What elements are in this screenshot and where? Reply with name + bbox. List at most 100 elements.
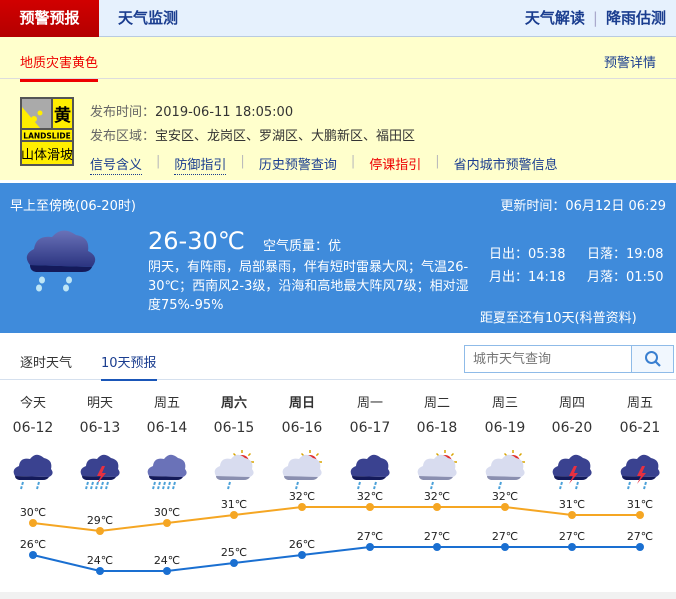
link-class-suspension[interactable]: 停课指引 — [369, 158, 422, 173]
svg-text:山体滑坡: 山体滑坡 — [21, 148, 73, 163]
low-temp-label: 27℃ — [492, 530, 518, 543]
temp-range: 26-30℃ — [148, 227, 245, 255]
issue-time: 发布时间：2019-06-11 18:05:00 — [90, 105, 294, 120]
rain-icon — [340, 450, 400, 494]
forecast-day: 周五 06-21 — [610, 392, 670, 494]
high-temp-point — [163, 519, 171, 527]
low-temp-label: 27℃ — [424, 530, 450, 543]
tab-geo-hazard-yellow[interactable]: 地质灾害黄色 — [20, 52, 99, 82]
link-defense-guide[interactable]: 防御指引 — [174, 154, 227, 175]
forecast-day: 周日 06-16 — [272, 392, 332, 494]
date: 06-19 — [484, 420, 526, 436]
forecast-day: 周一 06-17 — [340, 392, 400, 494]
high-temp-label: 32℃ — [357, 490, 383, 503]
link-rain-estimate[interactable]: 降雨估测 — [605, 9, 666, 27]
low-temp-label: 24℃ — [154, 554, 180, 567]
divider: | — [156, 154, 161, 169]
forecast-day: 周六 06-15 — [204, 392, 264, 494]
low-temp-label: 24℃ — [87, 554, 113, 567]
thunder-rain-icon — [610, 450, 670, 494]
day-name: 周一 — [356, 396, 383, 411]
link-history-query[interactable]: 历史预警查询 — [258, 158, 337, 173]
high-temp-point — [568, 511, 576, 519]
date: 06-12 — [12, 420, 54, 436]
sun-cloud-shower-icon — [407, 450, 467, 494]
forecast-day: 周五 06-14 — [137, 392, 197, 494]
day-name: 周四 — [558, 396, 585, 411]
day-name: 今天 — [19, 396, 46, 411]
tab-10day[interactable]: 10天预报 — [101, 352, 157, 381]
high-temp-label: 30℃ — [20, 506, 46, 519]
footer-bar — [0, 592, 676, 599]
high-temp-label: 29℃ — [87, 514, 113, 527]
divider — [0, 78, 676, 79]
link-province-warnings[interactable]: 省内城市预警信息 — [453, 158, 558, 173]
forecast-day: 周三 06-19 — [475, 392, 535, 494]
date: 06-20 — [551, 420, 593, 436]
sun-cloud-shower-icon — [475, 450, 535, 494]
sunset: 日落：19:08 — [587, 247, 664, 262]
tab-weather-monitor[interactable]: 天气监测 — [118, 9, 179, 27]
low-temp-point — [29, 551, 37, 559]
thunder-heavy-rain-icon — [70, 450, 130, 494]
day-name: 周日 — [288, 396, 315, 411]
date: 06-21 — [619, 420, 661, 436]
high-temp-point — [501, 503, 509, 511]
high-temp-point — [433, 503, 441, 511]
heavy-rain-icon — [137, 450, 197, 494]
today-weather-panel: 早上至傍晚(06-20时) 更新时间：06月12日 06:29 26-30℃ 空… — [0, 183, 676, 333]
summer-solstice-link[interactable]: 距夏至还有10天(科普资料) — [480, 311, 637, 326]
low-temp-line — [32, 546, 640, 572]
high-temp-point — [29, 519, 37, 527]
cloud-rain-icon — [26, 230, 96, 292]
high-temp-label: 31℃ — [627, 498, 653, 511]
day-name: 周二 — [423, 396, 450, 411]
day-name: 周六 — [220, 396, 247, 411]
weather-description: 阴天，有阵雨，局部暴雨，伴有短时雷暴大风；气温26-30℃；西南风2-3级，沿海… — [148, 260, 469, 313]
low-temp-label: 27℃ — [357, 530, 383, 543]
low-temp-point — [501, 543, 509, 551]
forecast-day: 周四 06-20 — [542, 392, 602, 494]
tab-hourly[interactable]: 逐时天气 — [20, 356, 73, 371]
warning-detail-link[interactable]: 预警详情 — [603, 56, 656, 71]
day-name: 周五 — [626, 396, 653, 411]
nav-right: 天气解读 | 降雨估测 — [525, 0, 666, 37]
low-temp-point — [568, 543, 576, 551]
low-temp-point — [636, 543, 644, 551]
rain-icon — [3, 450, 63, 494]
date: 06-14 — [146, 420, 188, 436]
svg-text:LANDSLIDE: LANDSLIDE — [23, 132, 70, 141]
link-signal-meaning[interactable]: 信号含义 — [90, 154, 143, 175]
low-temp-point — [96, 567, 104, 575]
moonrise: 月出：14:18 — [489, 270, 566, 285]
city-search — [464, 345, 674, 373]
day-name: 周三 — [491, 396, 518, 411]
date: 06-18 — [416, 420, 458, 436]
low-temp-point — [163, 567, 171, 575]
high-temp-point — [298, 503, 306, 511]
divider: | — [350, 154, 356, 169]
high-temp-point — [230, 511, 238, 519]
low-temp-point — [366, 543, 374, 551]
low-temp-label: 26℃ — [289, 538, 315, 551]
divider: | — [240, 154, 245, 169]
tab-warning-forecast[interactable]: 预警预报 — [0, 0, 99, 37]
forecast-tabs — [0, 333, 676, 380]
divider: | — [435, 154, 440, 169]
low-temp-label: 26℃ — [20, 538, 46, 551]
search-button[interactable] — [631, 346, 673, 372]
high-temp-label: 31℃ — [221, 498, 247, 511]
top-nav: 预警预报 天气监测 天气解读 | 降雨估测 — [0, 0, 676, 37]
city-search-input[interactable] — [465, 346, 633, 372]
date: 06-13 — [79, 420, 121, 436]
high-temp-point — [96, 527, 104, 535]
high-temp-point — [366, 503, 374, 511]
high-temp-label: 31℃ — [559, 498, 585, 511]
low-temp-label: 27℃ — [559, 530, 585, 543]
thunder-rain-icon — [542, 450, 602, 494]
air-quality: 空气质量：优 — [263, 239, 342, 254]
temperature-chart: 30℃ 29℃ 30℃ 31℃ 32℃ 32℃ 32℃ 32℃ 31℃ 31℃ 26℃ 24℃ 24℃ 2… — [20, 490, 653, 575]
sun-cloud-shower-icon — [272, 450, 332, 494]
update-time: 更新时间：06月12日 06:29 — [500, 199, 666, 214]
link-weather-interpret[interactable]: 天气解读 — [524, 9, 585, 27]
